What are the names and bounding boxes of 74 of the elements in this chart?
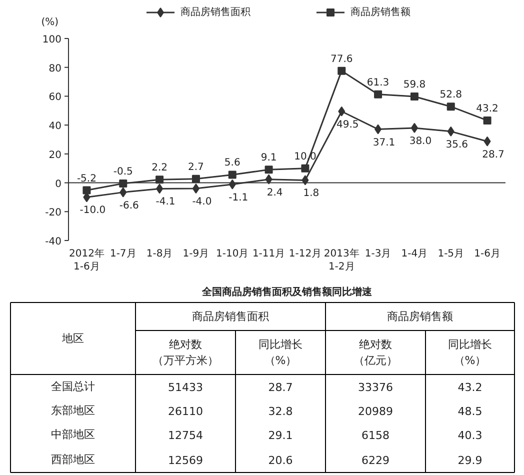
text: 西部地区 (51, 453, 95, 466)
text: 20.6 (268, 454, 293, 467)
text: 6229 (362, 454, 390, 467)
legend-label: 商品房销售面积 (180, 6, 250, 18)
data-label: -5.2 (76, 173, 96, 184)
x-tick-label: 1-4月 (401, 248, 428, 260)
data-label: 35.6 (446, 139, 468, 150)
text: 东部地区 (51, 404, 95, 417)
text: 20989 (358, 405, 394, 418)
text: 29.1 (268, 429, 293, 442)
text: 绝对数（亿元） (354, 338, 398, 367)
y-tick-label: 60 (48, 92, 62, 104)
text: 全国商品房销售面积及销售额同比增速 (201, 286, 373, 298)
data-label: 59.8 (403, 80, 426, 91)
text: 商品房销售额 (387, 310, 453, 323)
x-tick-label: 1-11月 (252, 248, 286, 260)
data-label: 61.3 (366, 77, 390, 88)
x-tick-label: 1-10月 (216, 248, 249, 260)
text: 12754 (168, 429, 204, 442)
data-label: 52.8 (440, 90, 462, 101)
text: 地区 (61, 332, 84, 345)
text: 32.8 (268, 405, 293, 418)
data-label: -1.1 (228, 192, 248, 204)
data-label: -4.0 (192, 196, 212, 208)
text: 全国总计 (51, 380, 95, 393)
text: 40.3 (458, 429, 482, 442)
text: 51433 (168, 381, 204, 394)
x-tick-label: 1-5月 (438, 248, 464, 260)
text: 33376 (358, 381, 394, 394)
x-tick-label: 1-8月 (146, 248, 173, 260)
text: 28.7 (268, 381, 293, 394)
text: 商品房销售面积 (192, 310, 269, 323)
data-label: 2.7 (188, 162, 204, 173)
data-label: 2.2 (152, 162, 168, 174)
x-tick-label: 1-6月 (474, 248, 500, 260)
data-label: 49.5 (336, 119, 359, 130)
text: 12569 (168, 454, 204, 467)
x-tick-label: 1-9月 (182, 248, 210, 260)
x-tick-label: 1-3月 (364, 248, 392, 260)
y-axis-title: (%) (41, 17, 59, 28)
text: 29.9 (458, 454, 482, 467)
data-label: 1.8 (303, 188, 320, 200)
y-tick-label: 40 (48, 121, 62, 132)
y-tick-label: -40 (45, 236, 62, 248)
y-tick-label: 0 (55, 178, 62, 190)
x-tick-label: 1-12月 (288, 248, 322, 260)
data-label: -0.5 (113, 166, 133, 178)
text: 48.5 (458, 405, 482, 418)
data-label: -10.0 (80, 205, 106, 216)
data-label: 2.4 (266, 187, 283, 198)
text: 6158 (362, 429, 390, 442)
x-tick-label: 2013年1-2月 (324, 248, 360, 273)
y-tick-label: -20 (45, 208, 62, 219)
x-tick-label: 1-7月 (110, 248, 136, 260)
text: 中部地区 (51, 428, 95, 441)
data-label: 38.0 (409, 136, 432, 147)
data-label: -6.6 (119, 200, 139, 212)
text: 26110 (168, 405, 204, 418)
y-tick-label: 100 (42, 34, 62, 46)
text: 绝对数（万平方米） (152, 338, 218, 367)
y-tick-label: 20 (48, 150, 62, 161)
legend-label: 商品房销售额 (350, 6, 410, 18)
data-label: 43.2 (476, 103, 498, 114)
data-label: 37.1 (372, 137, 396, 148)
data-label: 28.7 (482, 149, 504, 160)
text: 同比增长（%） (448, 338, 492, 367)
data-label: 77.6 (330, 54, 353, 65)
data-label: 5.6 (224, 158, 240, 169)
data-label: 9.1 (260, 152, 277, 164)
data-label: -4.1 (156, 196, 176, 208)
text: 同比增长（%） (258, 338, 302, 367)
text: 43.2 (458, 381, 482, 394)
y-tick-label: 80 (48, 63, 62, 74)
x-tick-label: 2012年1-6月 (68, 248, 104, 273)
